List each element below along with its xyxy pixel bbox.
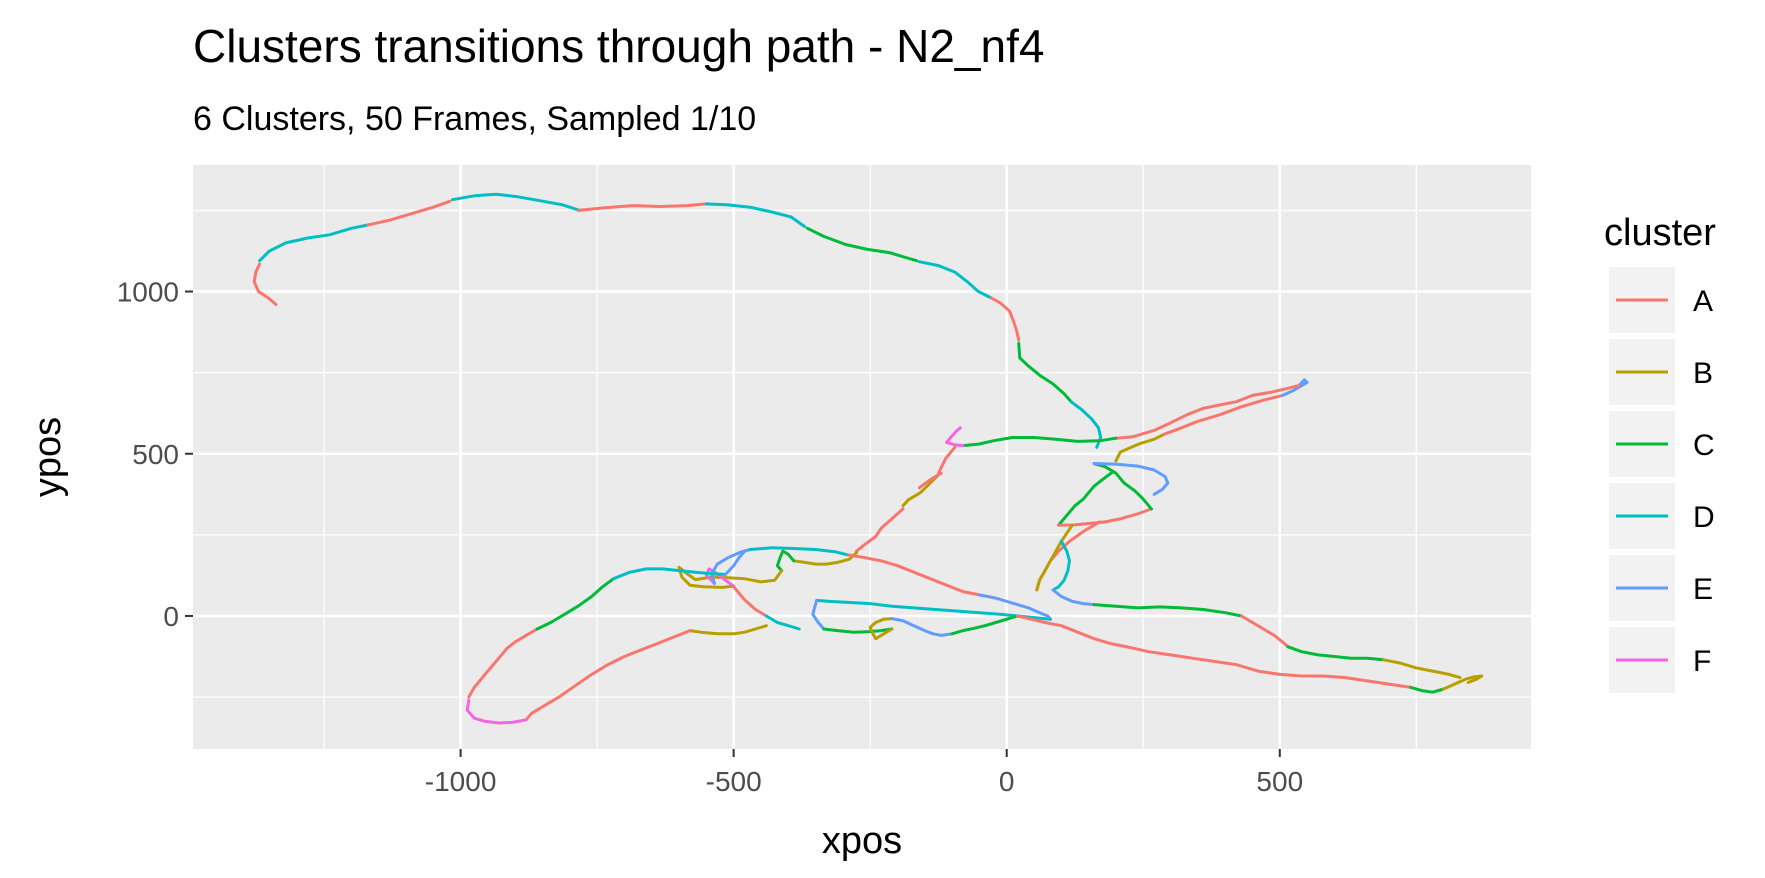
path-segment-f (945, 426, 965, 448)
legend-item-c: C (1609, 411, 1715, 477)
path-segment-c (1017, 341, 1073, 404)
path-segment-a (732, 585, 768, 618)
legend-label: D (1693, 501, 1715, 534)
grid-lines (193, 165, 1531, 749)
path-segment-c (1286, 645, 1385, 662)
y-axis-title: ypos (27, 417, 69, 497)
plot-panel (193, 165, 1531, 749)
path-segment-e (1051, 588, 1096, 607)
path-segment-b (688, 624, 768, 636)
path-segment-a (917, 471, 943, 490)
x-tick-label: -1000 (425, 766, 497, 797)
path-segment-c (1092, 603, 1244, 618)
legend-title: cluster (1604, 212, 1716, 254)
path-segment-b (1442, 674, 1484, 691)
legend-item-a: A (1609, 267, 1713, 333)
path-segment-b (1035, 523, 1074, 592)
path-segment-b (868, 617, 894, 641)
path-segment-c (1092, 462, 1153, 511)
x-tick-label: 500 (1256, 766, 1303, 797)
path-segment-b (901, 473, 940, 508)
path-segment-c (1409, 685, 1446, 694)
y-tick-label: 1000 (117, 277, 179, 308)
path-segment-e (811, 598, 826, 631)
path-segment-e (724, 549, 747, 576)
path-segment-e (1092, 462, 1170, 496)
chart-subtitle: 6 Clusters, 50 Frames, Sampled 1/10 (193, 100, 756, 138)
path-segment-a (846, 553, 981, 597)
path-segment-e (1281, 378, 1309, 397)
path-segment-a (1125, 645, 1282, 676)
path-segment-d (258, 223, 370, 263)
path-segment-a (467, 627, 539, 699)
path-segment-c (1057, 470, 1115, 527)
path-segment-e (977, 593, 1052, 621)
path-segment-f (465, 698, 528, 725)
path-segment-a (366, 199, 452, 227)
path-segment-a (1278, 672, 1413, 689)
legend-label: F (1693, 645, 1711, 678)
path-segment-e (710, 548, 752, 585)
y-tick-label: 500 (132, 439, 179, 470)
legend-label: A (1693, 285, 1713, 318)
path-segment-d (704, 202, 807, 229)
path-segment-d (1051, 539, 1071, 592)
y-tick-label: 0 (163, 601, 179, 632)
path-segment-d (764, 614, 801, 631)
path-segment-c (961, 436, 1118, 448)
path-segment-a (1162, 393, 1284, 436)
legend-item-e: E (1609, 555, 1713, 621)
path-segment-d (748, 546, 850, 557)
path-segment-a (576, 202, 708, 212)
path-segment-a (1240, 614, 1290, 649)
path-segment-d (612, 567, 727, 581)
path-segment-b (792, 551, 858, 566)
legend-label: B (1693, 357, 1713, 390)
chart-title: Clusters transitions through path - N2_n… (193, 20, 1044, 72)
path-segment-b (1382, 658, 1462, 680)
path-segment-c (535, 577, 615, 631)
path-segment-a (937, 445, 957, 475)
path-segment-d (450, 192, 580, 212)
path-segment-d (1069, 400, 1103, 449)
legend-item-f: F (1609, 627, 1711, 693)
legend-label: C (1693, 429, 1715, 462)
path-segment-a (989, 296, 1021, 342)
legend: A B C D E F (1609, 267, 1715, 693)
x-axis-title: xpos (822, 820, 902, 862)
path-segment-a (855, 507, 905, 553)
data-paths (252, 192, 1484, 725)
legend-item-d: D (1609, 483, 1715, 549)
legend-label: E (1693, 573, 1713, 606)
path-segment-c (950, 614, 1020, 636)
legend-item-b: B (1609, 339, 1713, 405)
path-segment-d (917, 260, 993, 300)
path-segment-c (775, 549, 796, 573)
path-segment-e (890, 617, 954, 637)
x-tick-label: 0 (999, 766, 1015, 797)
axis-ticks: -1000 -500 0 500 0 500 1000 (117, 277, 1303, 797)
path-segment-b (677, 565, 784, 589)
path-segment-a (524, 629, 692, 722)
path-segment-c (822, 627, 894, 634)
path-segment-a (1016, 614, 1129, 649)
x-tick-label: -500 (706, 766, 762, 797)
path-segment-a (252, 262, 278, 306)
path-segment-a (1114, 384, 1301, 440)
path-segment-c (805, 226, 919, 263)
path-segment-b (1114, 432, 1166, 463)
